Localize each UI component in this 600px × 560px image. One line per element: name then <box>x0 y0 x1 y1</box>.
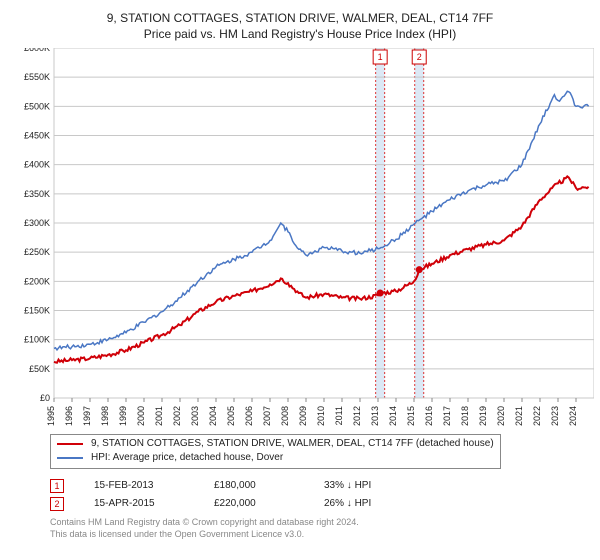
svg-text:2021: 2021 <box>514 406 524 426</box>
svg-text:1999: 1999 <box>118 406 128 426</box>
svg-text:£550K: £550K <box>24 73 50 83</box>
svg-text:2000: 2000 <box>136 406 146 426</box>
svg-text:2024: 2024 <box>568 406 578 426</box>
svg-text:£300K: £300K <box>24 218 50 228</box>
svg-text:2018: 2018 <box>460 406 470 426</box>
chart-title: 9, STATION COTTAGES, STATION DRIVE, WALM… <box>10 10 590 42</box>
transaction-row-2: 2 15-APR-2015 £220,000 26% ↓ HPI <box>50 495 590 513</box>
footnote-line-2: This data is licensed under the Open Gov… <box>50 529 590 541</box>
legend-swatch-hpi <box>57 457 83 459</box>
svg-text:£0: £0 <box>40 393 50 403</box>
transaction-date-2: 15-APR-2015 <box>94 495 184 513</box>
svg-text:2007: 2007 <box>262 406 272 426</box>
transaction-row-1: 1 15-FEB-2013 £180,000 33% ↓ HPI <box>50 477 590 495</box>
svg-text:2010: 2010 <box>316 406 326 426</box>
svg-text:£150K: £150K <box>24 306 50 316</box>
legend-label-subject: 9, STATION COTTAGES, STATION DRIVE, WALM… <box>91 437 494 451</box>
svg-text:2009: 2009 <box>298 406 308 426</box>
svg-text:1996: 1996 <box>64 406 74 426</box>
chart-svg: £0 £50K £100K £150K £200K £250K £300K £350K £400… <box>10 48 594 428</box>
legend-row-subject: 9, STATION COTTAGES, STATION DRIVE, WALM… <box>57 437 494 451</box>
svg-text:2023: 2023 <box>550 406 560 426</box>
svg-text:2017: 2017 <box>442 406 452 426</box>
svg-text:£350K: £350K <box>24 189 50 199</box>
footnote-line-1: Contains HM Land Registry data © Crown c… <box>50 517 590 529</box>
svg-text:2020: 2020 <box>496 406 506 426</box>
svg-text:2006: 2006 <box>244 406 254 426</box>
transaction-badge-2: 2 <box>50 497 64 511</box>
svg-text:2014: 2014 <box>388 406 398 426</box>
transaction-delta-1: 33% ↓ HPI <box>324 477 371 495</box>
svg-text:2001: 2001 <box>154 406 164 426</box>
transaction-date-1: 15-FEB-2013 <box>94 477 184 495</box>
svg-text:1: 1 <box>378 52 383 62</box>
svg-text:2: 2 <box>417 52 422 62</box>
transaction-rows: 1 15-FEB-2013 £180,000 33% ↓ HPI 2 15-AP… <box>50 477 590 513</box>
title-line-2: Price paid vs. HM Land Registry's House … <box>10 26 590 42</box>
legend-row-hpi: HPI: Average price, detached house, Dove… <box>57 451 494 465</box>
svg-text:2011: 2011 <box>334 406 344 425</box>
svg-text:£100K: £100K <box>24 335 50 345</box>
title-line-1: 9, STATION COTTAGES, STATION DRIVE, WALM… <box>10 10 590 26</box>
svg-text:£400K: £400K <box>24 160 50 170</box>
transaction-delta-2: 26% ↓ HPI <box>324 495 371 513</box>
svg-text:2008: 2008 <box>280 406 290 426</box>
svg-text:£600K: £600K <box>24 48 50 53</box>
svg-text:2005: 2005 <box>226 406 236 426</box>
svg-text:£200K: £200K <box>24 277 50 287</box>
legend-swatch-subject <box>57 443 83 445</box>
svg-text:£250K: £250K <box>24 248 50 258</box>
svg-text:1995: 1995 <box>46 406 56 426</box>
svg-text:1998: 1998 <box>100 406 110 426</box>
svg-text:2016: 2016 <box>424 406 434 426</box>
svg-text:2013: 2013 <box>370 406 380 426</box>
svg-text:2012: 2012 <box>352 406 362 426</box>
svg-text:£50K: £50K <box>29 364 50 374</box>
transaction-price-2: £220,000 <box>214 495 294 513</box>
svg-text:2019: 2019 <box>478 406 488 426</box>
price-chart: £0 £50K £100K £150K £200K £250K £300K £350K £400… <box>10 48 590 428</box>
svg-text:£500K: £500K <box>24 102 50 112</box>
svg-text:1997: 1997 <box>82 406 92 426</box>
legend: 9, STATION COTTAGES, STATION DRIVE, WALM… <box>50 434 501 469</box>
transaction-badge-1: 1 <box>50 479 64 493</box>
svg-text:2022: 2022 <box>532 406 542 426</box>
svg-text:2004: 2004 <box>208 406 218 426</box>
transaction-price-1: £180,000 <box>214 477 294 495</box>
footnote: Contains HM Land Registry data © Crown c… <box>50 517 590 540</box>
svg-text:2015: 2015 <box>406 406 416 426</box>
legend-label-hpi: HPI: Average price, detached house, Dove… <box>91 451 283 465</box>
svg-text:2002: 2002 <box>172 406 182 426</box>
svg-text:2003: 2003 <box>190 406 200 426</box>
svg-text:£450K: £450K <box>24 131 50 141</box>
